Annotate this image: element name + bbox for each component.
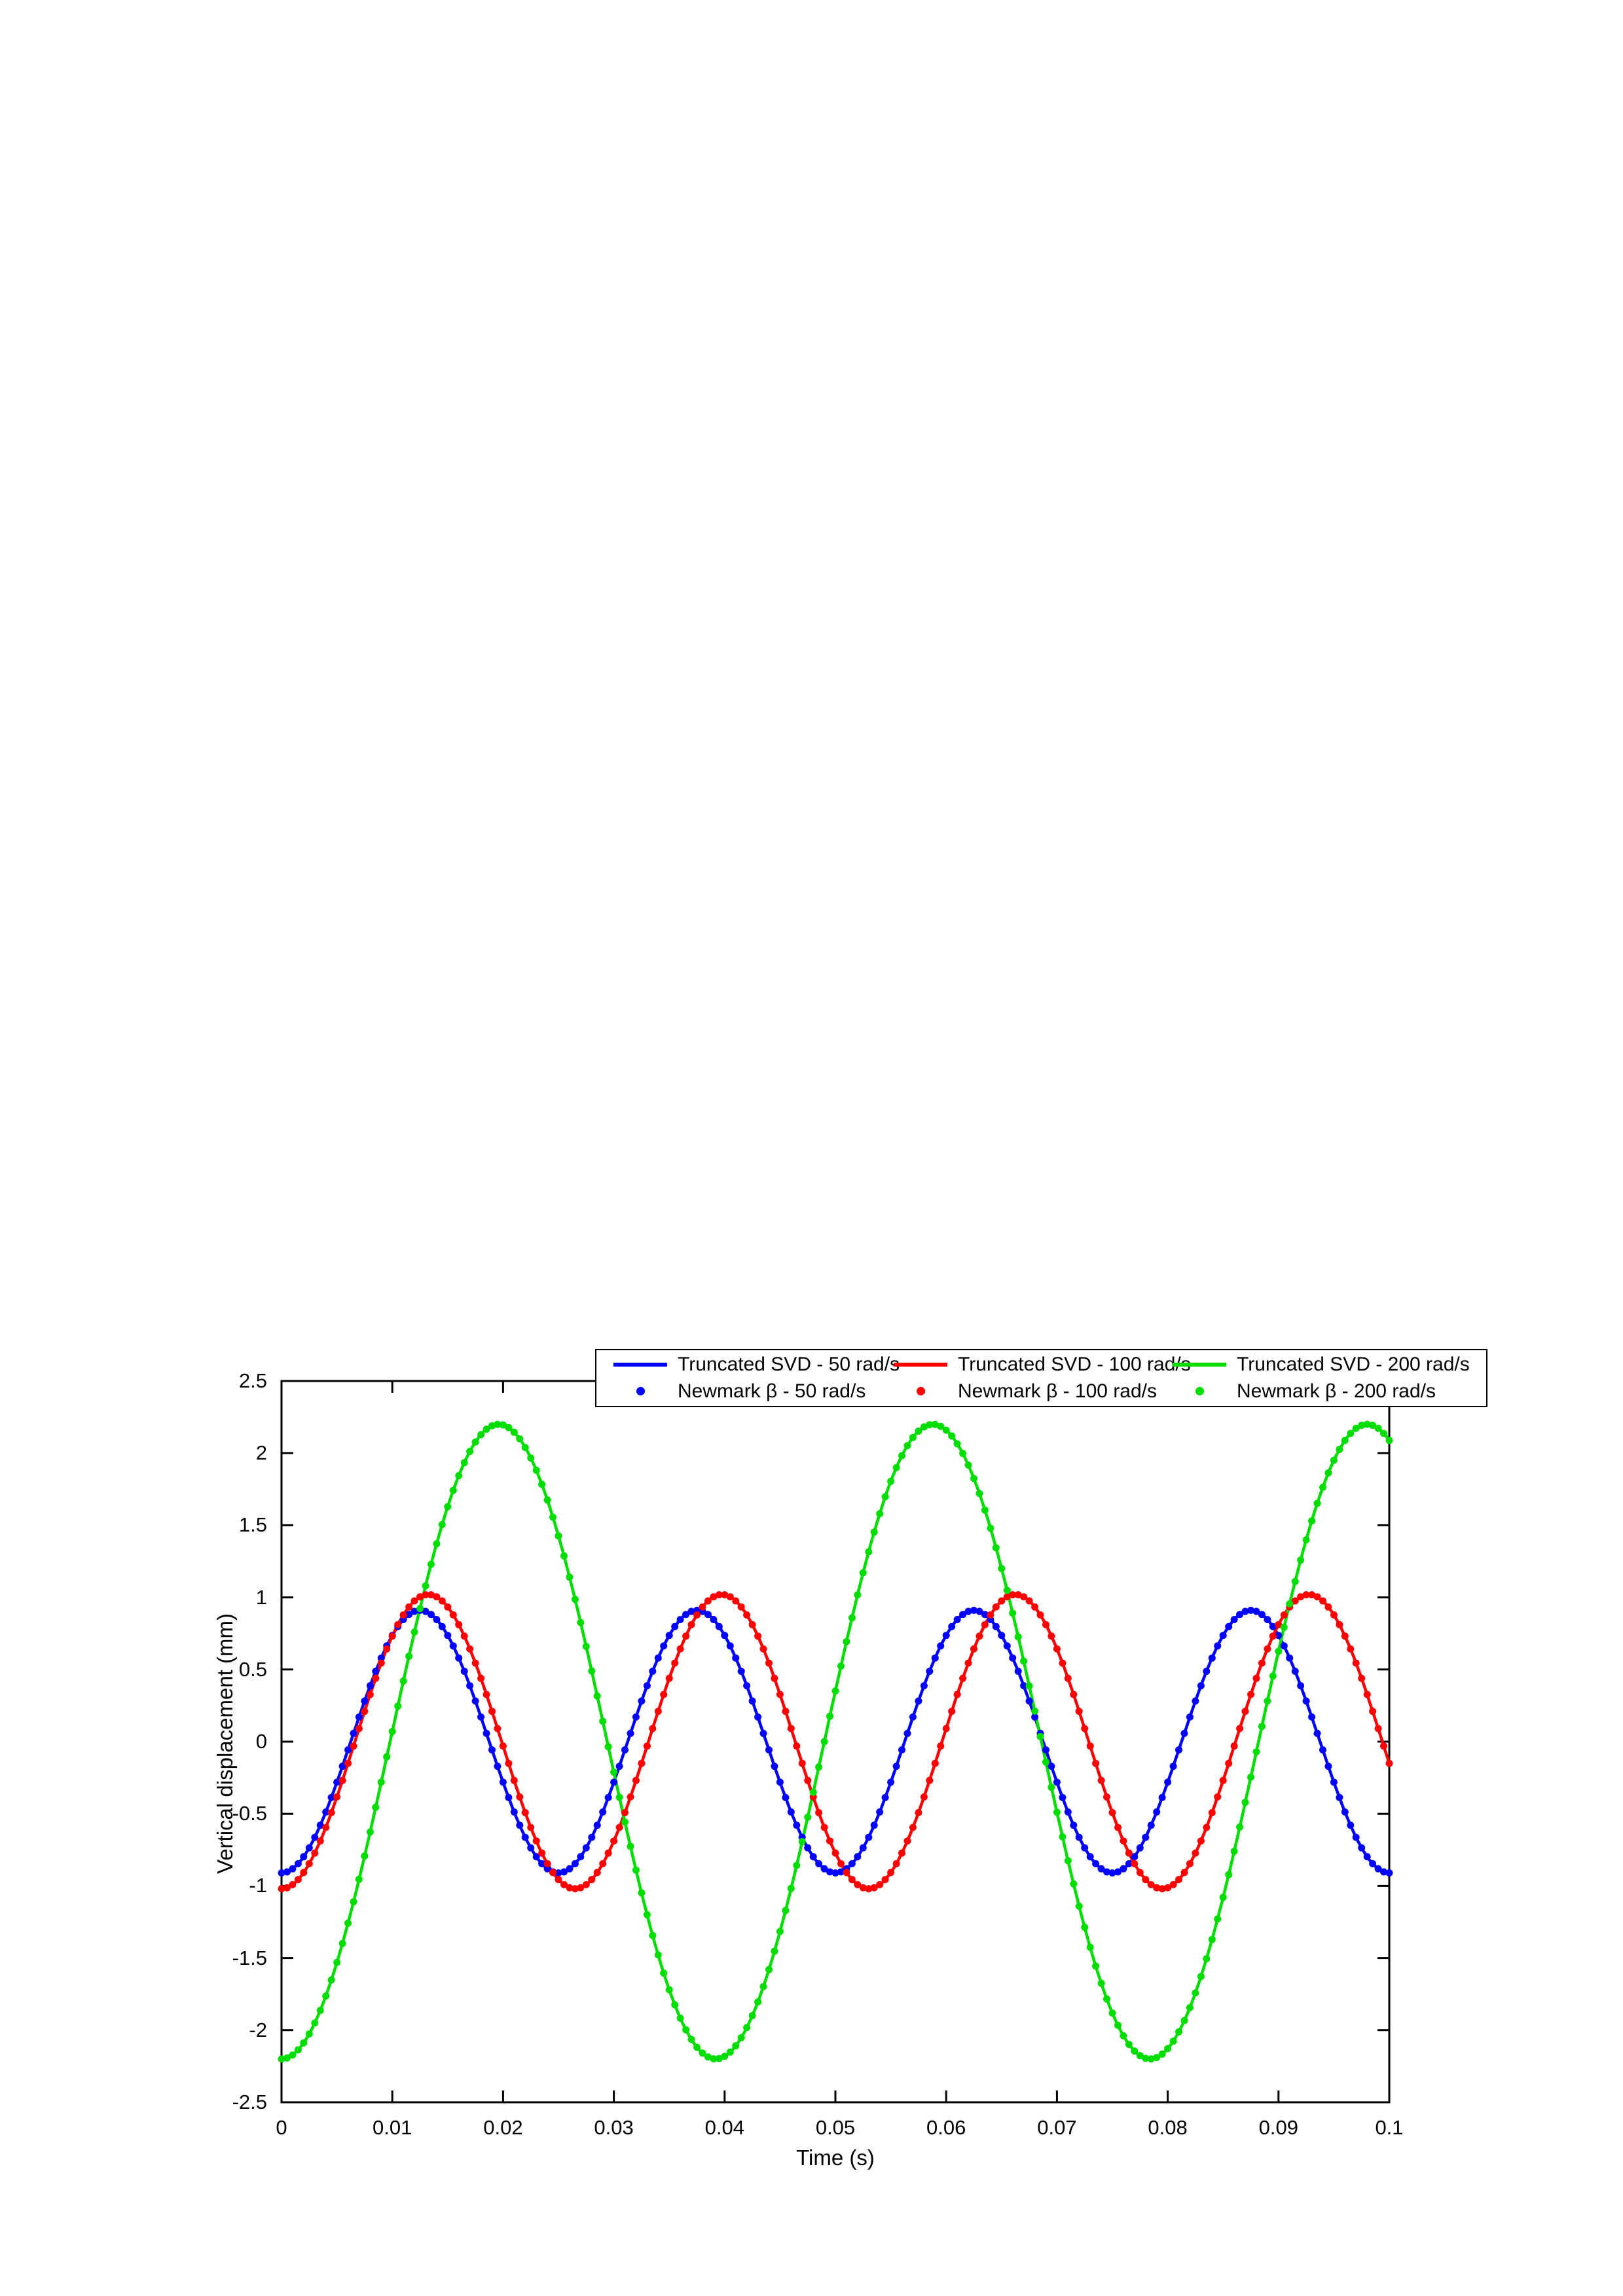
x-tick-label: 0.07 bbox=[1037, 2116, 1077, 2139]
legend-item-label: Truncated SVD - 200 rad/s bbox=[1237, 1353, 1470, 1375]
x-tick-label: 0.02 bbox=[483, 2116, 523, 2139]
legend-line-swatch-blue bbox=[613, 1362, 667, 1367]
y-tick-label: -0.5 bbox=[232, 1802, 267, 1825]
legend-dot-swatch-red bbox=[894, 1387, 947, 1395]
legend-item-newmark-50: Newmark β - 50 rad/s bbox=[613, 1378, 894, 1405]
x-tick-label: 0.08 bbox=[1148, 2116, 1188, 2139]
legend-line-swatch-red bbox=[894, 1362, 947, 1367]
x-tick-label: 0.04 bbox=[704, 2116, 744, 2139]
legend-line-swatch-green bbox=[1173, 1362, 1226, 1367]
x-tick-label: 0.09 bbox=[1258, 2116, 1298, 2139]
y-tick-label: 1 bbox=[255, 1585, 267, 1609]
legend-item-newmark-100: Newmark β - 100 rad/s bbox=[894, 1378, 1173, 1405]
legend: Truncated SVD - 50 rad/s Truncated SVD -… bbox=[595, 1349, 1487, 1407]
legend-item-truncated-svd-200: Truncated SVD - 200 rad/s bbox=[1173, 1351, 1486, 1378]
x-tick-label: 0.01 bbox=[373, 2116, 412, 2139]
series-line-0 bbox=[281, 1609, 1390, 1874]
y-tick-label: -2.5 bbox=[232, 2090, 267, 2113]
legend-item-label: Truncated SVD - 100 rad/s bbox=[958, 1353, 1191, 1375]
y-tick-label: 2 bbox=[255, 1441, 267, 1465]
x-tick-label: 0 bbox=[276, 2116, 287, 2139]
y-tick-label: 0 bbox=[255, 1730, 267, 1753]
y-tick-label: -1.5 bbox=[232, 1946, 267, 1969]
legend-item-label: Truncated SVD - 50 rad/s bbox=[678, 1353, 900, 1375]
legend-item-truncated-svd-100: Truncated SVD - 100 rad/s bbox=[894, 1351, 1191, 1378]
legend-item-newmark-200: Newmark β - 200 rad/s bbox=[1173, 1378, 1486, 1405]
legend-item-label: Newmark β - 50 rad/s bbox=[678, 1380, 866, 1402]
series-markers-0 bbox=[278, 1606, 1393, 1877]
legend-dot-swatch-green bbox=[1173, 1387, 1226, 1395]
x-tick-label: 0.06 bbox=[926, 2116, 966, 2139]
x-tick-label: 0.05 bbox=[815, 2116, 856, 2139]
legend-dot-swatch-blue bbox=[613, 1387, 667, 1395]
y-tick-label: 1.5 bbox=[238, 1513, 267, 1537]
y-tick-label: -2 bbox=[249, 2018, 267, 2041]
legend-item-label: Newmark β - 100 rad/s bbox=[958, 1380, 1158, 1402]
series-markers-2 bbox=[278, 1420, 1393, 2063]
legend-item-truncated-svd-50: Truncated SVD - 50 rad/s bbox=[613, 1351, 900, 1378]
x-tick-label: 0.03 bbox=[594, 2116, 634, 2139]
y-tick-label: -1 bbox=[249, 1874, 267, 1897]
series-markers-1 bbox=[278, 1591, 1393, 1893]
y-tick-label: 0.5 bbox=[238, 1657, 267, 1681]
series-line-2 bbox=[281, 1422, 1391, 2061]
legend-item-label: Newmark β - 200 rad/s bbox=[1237, 1380, 1436, 1402]
axes-box bbox=[280, 1380, 1391, 2104]
x-axis-title: Time (s) bbox=[796, 2145, 875, 2170]
x-tick-label: 0.1 bbox=[1375, 2116, 1404, 2139]
y-tick-label: 2.5 bbox=[238, 1369, 267, 1392]
